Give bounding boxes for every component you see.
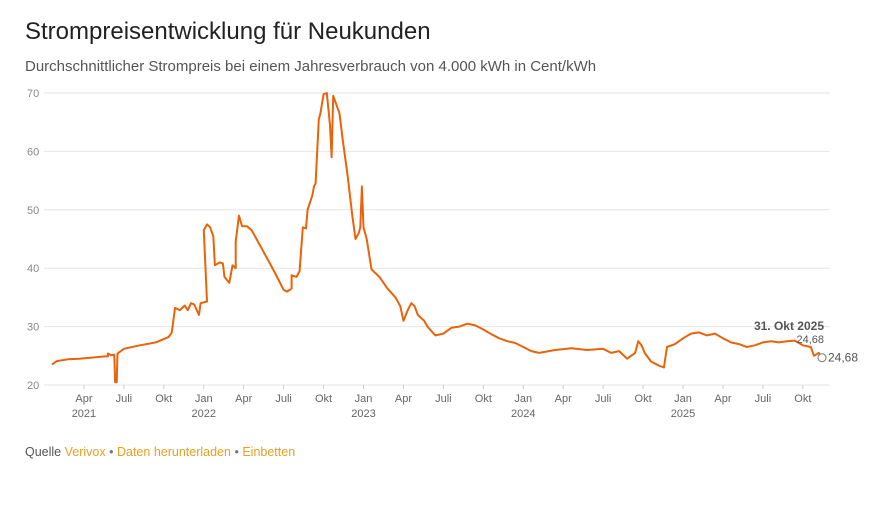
- x-tick-label: Okt: [475, 393, 492, 405]
- x-tick-label: Juli: [116, 393, 133, 405]
- separator: •: [109, 445, 114, 459]
- y-tick-label: 50: [27, 205, 39, 217]
- price-line: [51, 92, 823, 384]
- chart-title: Strompreisentwicklung für Neukunden: [25, 18, 431, 45]
- x-tick-label: Okt: [155, 393, 172, 405]
- y-tick-label: 30: [27, 322, 39, 334]
- y-tick-label: 60: [27, 146, 39, 158]
- x-tick-year-label: 2021: [72, 408, 96, 420]
- y-tick-label: 20: [27, 380, 39, 392]
- last-value-marker: [817, 353, 827, 363]
- x-tick-label: Juli: [595, 393, 612, 405]
- x-tick-label: Juli: [755, 393, 772, 405]
- embed-link[interactable]: Einbetten: [242, 445, 296, 459]
- x-tick-year-label: 2022: [192, 408, 216, 420]
- download-data-link[interactable]: Daten herunterladen: [116, 445, 231, 459]
- x-tick-label: Apr: [395, 393, 412, 405]
- last-value-label: 24,68: [796, 334, 824, 346]
- x-tick-label: Jan: [195, 393, 213, 405]
- x-tick-label: Juli: [435, 393, 452, 405]
- x-tick-year-label: 2025: [671, 408, 695, 420]
- source-link[interactable]: Verivox: [64, 445, 106, 459]
- x-tick-label: Apr: [75, 393, 92, 405]
- last-value-marker-label: 24,68: [828, 351, 858, 365]
- last-value-date-label: 31. Okt 2025: [754, 319, 824, 333]
- y-tick-label: 70: [27, 88, 39, 100]
- footer: Quelle Verivox • Daten herunterladen • E…: [25, 445, 295, 459]
- x-tick-label: Jan: [514, 393, 532, 405]
- x-tick-label: Juli: [275, 393, 292, 405]
- y-tick-label: 40: [27, 263, 39, 275]
- x-tick-label: Jan: [355, 393, 373, 405]
- x-tick-label: Apr: [714, 393, 731, 405]
- x-tick-label: Okt: [794, 393, 811, 405]
- x-tick-label: Okt: [315, 393, 332, 405]
- x-tick-label: Apr: [235, 393, 252, 405]
- chart-subtitle: Durchschnittlicher Strompreis bei einem …: [25, 58, 597, 75]
- x-tick-label: Jan: [674, 393, 692, 405]
- separator: •: [234, 445, 239, 459]
- x-tick-year-label: 2023: [351, 408, 375, 420]
- x-tick-label: Apr: [555, 393, 572, 405]
- source-label: Quelle: [25, 445, 62, 459]
- line-chart: 20 30 40 50 60 70 Apr 2021 Juli Okt Jan 2022 Apr Juli…: [27, 88, 858, 420]
- x-tick-label: Okt: [635, 393, 652, 405]
- x-tick-year-label: 2024: [511, 408, 535, 420]
